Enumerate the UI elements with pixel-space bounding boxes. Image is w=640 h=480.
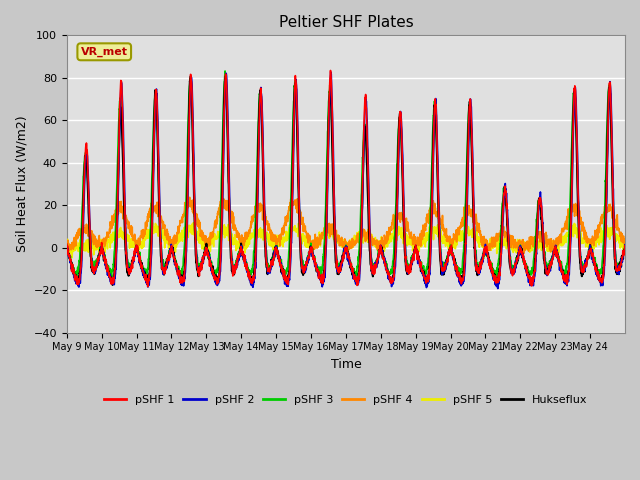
pSHF 2 — [621, 242, 629, 248]
pSHF 5 — [119, 229, 127, 235]
pSHF 2 — [614, 266, 621, 272]
pSHF 2 — [239, 251, 247, 257]
pSHF 4 — [520, 251, 527, 256]
pSHF 1 — [614, 267, 621, 273]
Y-axis label: Soil Heat Flux (W/m2): Soil Heat Flux (W/m2) — [15, 116, 28, 252]
pSHF 5 — [380, 242, 388, 248]
Hukseflux — [63, 245, 70, 251]
pSHF 2 — [118, 99, 126, 105]
pSHF 1 — [380, 255, 388, 261]
Line: pSHF 5: pSHF 5 — [67, 223, 625, 258]
pSHF 3 — [614, 266, 621, 272]
pSHF 1 — [326, 68, 334, 73]
X-axis label: Time: Time — [330, 358, 361, 371]
pSHF 4 — [621, 237, 629, 242]
pSHF 4 — [239, 240, 247, 245]
pSHF 1 — [239, 251, 247, 256]
pSHF 3 — [546, 262, 554, 267]
pSHF 5 — [63, 246, 70, 252]
pSHF 1 — [118, 110, 126, 116]
Hukseflux — [380, 255, 387, 261]
pSHF 3 — [621, 243, 629, 249]
Hukseflux — [515, 256, 522, 262]
Line: pSHF 4: pSHF 4 — [67, 197, 625, 253]
pSHF 1 — [621, 245, 629, 251]
pSHF 1 — [546, 265, 554, 271]
pSHF 5 — [148, 220, 156, 226]
pSHF 5 — [239, 242, 247, 248]
Line: pSHF 1: pSHF 1 — [67, 71, 625, 287]
pSHF 2 — [546, 266, 554, 272]
pSHF 4 — [515, 244, 522, 250]
pSHF 2 — [494, 286, 502, 291]
pSHF 3 — [118, 131, 126, 137]
pSHF 1 — [63, 241, 70, 247]
pSHF 4 — [63, 247, 70, 252]
Hukseflux — [239, 253, 247, 259]
pSHF 1 — [515, 255, 522, 261]
pSHF 4 — [546, 245, 554, 251]
pSHF 4 — [186, 194, 193, 200]
pSHF 5 — [614, 236, 621, 241]
Hukseflux — [528, 282, 536, 288]
Hukseflux — [222, 73, 230, 79]
pSHF 5 — [621, 241, 629, 247]
pSHF 2 — [515, 250, 522, 255]
Hukseflux — [546, 264, 554, 270]
pSHF 2 — [63, 244, 70, 250]
pSHF 2 — [380, 254, 387, 260]
Text: VR_met: VR_met — [81, 47, 128, 57]
pSHF 1 — [144, 284, 152, 289]
pSHF 3 — [380, 253, 387, 259]
Hukseflux — [621, 247, 629, 253]
pSHF 3 — [63, 242, 70, 248]
pSHF 5 — [515, 241, 522, 247]
pSHF 4 — [380, 239, 387, 245]
pSHF 3 — [492, 276, 500, 281]
Hukseflux — [614, 266, 621, 272]
Line: pSHF 3: pSHF 3 — [67, 71, 625, 278]
pSHF 3 — [221, 68, 229, 74]
pSHF 4 — [118, 204, 126, 209]
pSHF 3 — [515, 252, 522, 258]
pSHF 4 — [614, 221, 621, 227]
pSHF 5 — [546, 247, 554, 253]
pSHF 5 — [68, 255, 76, 261]
Line: Hukseflux: Hukseflux — [67, 76, 625, 285]
pSHF 2 — [327, 69, 335, 75]
Hukseflux — [118, 143, 126, 149]
pSHF 3 — [239, 254, 247, 260]
Line: pSHF 2: pSHF 2 — [67, 72, 625, 288]
Title: Peltier SHF Plates: Peltier SHF Plates — [278, 15, 413, 30]
Legend: pSHF 1, pSHF 2, pSHF 3, pSHF 4, pSHF 5, Hukseflux: pSHF 1, pSHF 2, pSHF 3, pSHF 4, pSHF 5, … — [100, 390, 592, 409]
